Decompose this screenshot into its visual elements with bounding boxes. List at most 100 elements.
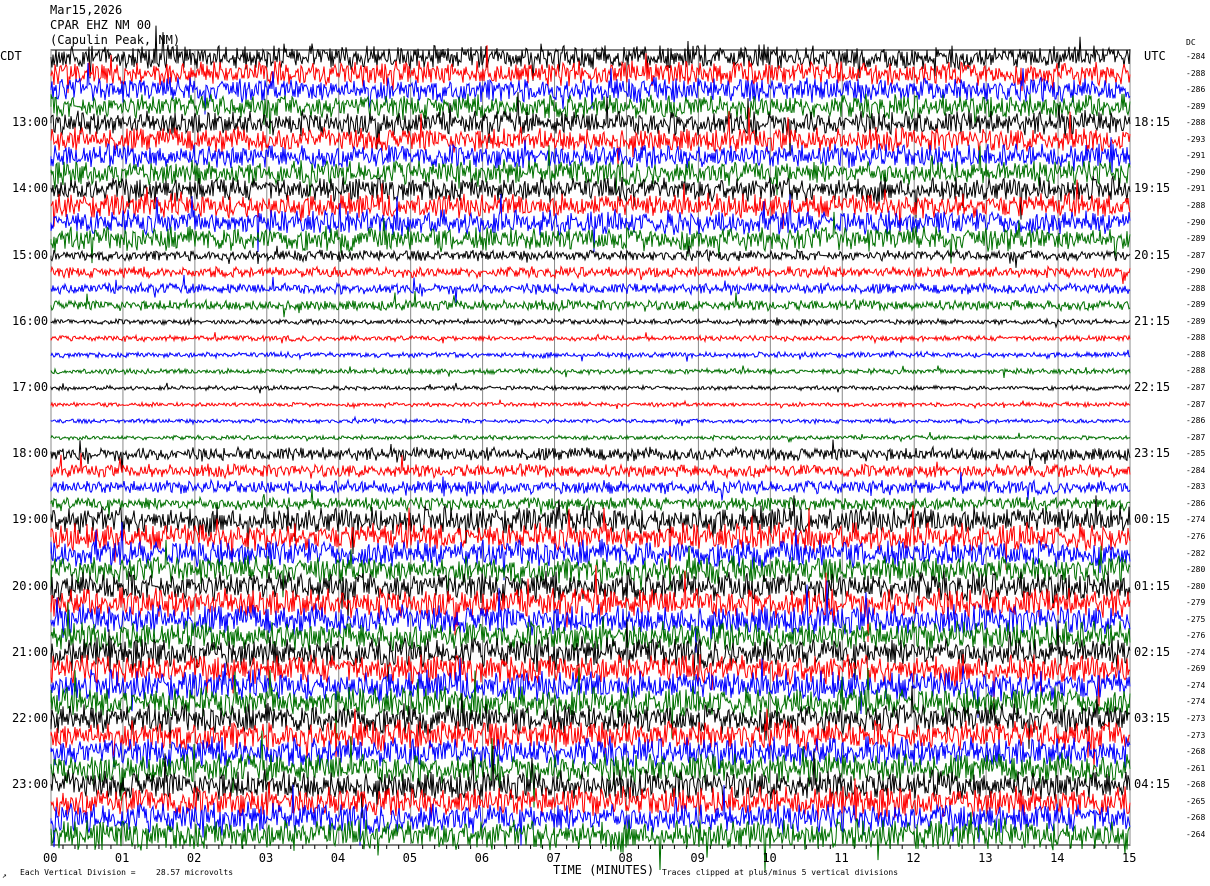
location-title: (Capulin Peak, NM) (50, 33, 181, 47)
x-tick-label: 01 (114, 851, 130, 865)
trace-row (50, 62, 1131, 115)
trace-row (50, 488, 1131, 517)
dc-offset-label: -268 (1186, 780, 1206, 790)
right-time-label: 03:15 (1134, 711, 1171, 725)
right-time-label: 01:15 (1134, 578, 1171, 593)
trace-row (50, 211, 1131, 264)
right-time-label: 20:15 (1134, 247, 1171, 262)
right-time-label: 23:15 (1134, 446, 1171, 461)
station-title: CPAR EHZ NM 00 (50, 18, 152, 32)
trace-row (50, 399, 1131, 410)
dc-offset-label: -289 (1186, 101, 1206, 111)
dc-offset-label: -269 (1186, 664, 1206, 674)
dc-offset-label: -290 (1186, 267, 1206, 277)
x-tick-label: 11 (834, 851, 849, 865)
trace-row (50, 811, 1131, 872)
x-tick-label: 00 (43, 851, 58, 865)
left-time-label: 16:00 (12, 313, 49, 328)
left-time-label: 23:00 (12, 777, 49, 792)
x-tick-label: 10 (762, 851, 777, 865)
x-tick-label: 09 (690, 851, 705, 865)
trace-row (50, 107, 1131, 167)
dc-offset-label: -288 (1186, 200, 1206, 210)
dc-offset-label: -289 (1186, 300, 1206, 310)
trace-row (50, 654, 1131, 707)
dc-offset-label: -288 (1186, 333, 1206, 343)
right-time-label: 22:15 (1134, 380, 1171, 394)
dc-offset-label: -290 (1186, 217, 1206, 227)
trace-row (50, 708, 1131, 770)
trace-row (50, 332, 1131, 345)
dc-offset-label: -261 (1186, 763, 1206, 773)
scale-prefix: Each Vertical Division = (20, 868, 136, 877)
trace-row (50, 745, 1131, 819)
left-time-label: 20:00 (12, 578, 49, 593)
x-axis-label: TIME (MINUTES) (553, 863, 655, 877)
x-tick-label: 08 (618, 851, 633, 865)
trace-row (50, 25, 1131, 81)
dc-offset-label: -273 (1186, 730, 1206, 740)
x-tick-label: 05 (402, 851, 418, 865)
dc-label: DC (1186, 38, 1196, 47)
dc-offset-label: -287 (1186, 383, 1206, 392)
clip-note: Traces clipped at plus/minus 5 vertical … (662, 868, 899, 877)
left-time-label: 14:00 (12, 181, 49, 196)
trace-row (50, 471, 1131, 501)
dc-offset-label: -287 (1186, 432, 1206, 442)
trace-row (50, 601, 1131, 652)
dc-offset-label: -288 (1186, 68, 1206, 78)
dc-offset-label: -274 (1186, 647, 1206, 657)
left-time-label: 13:00 (12, 115, 49, 130)
scale-value: 28.57 microvolts (156, 868, 234, 877)
left-time-label: 22:00 (12, 711, 49, 725)
dc-offset-label: -280 (1186, 581, 1206, 591)
dc-offset-label: -274 (1186, 515, 1206, 525)
trace-row (50, 730, 1131, 808)
trace-row (50, 365, 1131, 379)
dc-offset-label: -291 (1186, 151, 1206, 161)
dc-offset-label: -287 (1186, 399, 1206, 409)
trace-row (50, 193, 1131, 253)
trace-row (50, 580, 1131, 653)
trace-row (50, 685, 1131, 749)
trace-row (50, 92, 1131, 156)
trace-row (50, 522, 1131, 581)
right-time-label: 02:15 (1134, 644, 1171, 659)
x-tick-label: 15 (1122, 851, 1137, 865)
date-title: Mar15,2026 (50, 3, 123, 17)
dc-offset-label: -293 (1186, 134, 1206, 144)
trace-row (50, 439, 1131, 472)
x-tick-label: 04 (330, 851, 346, 865)
x-tick-label: 13 (978, 851, 993, 865)
trace-row (50, 175, 1131, 220)
trace-row (50, 736, 1131, 774)
dc-offset-label: -285 (1186, 449, 1206, 459)
trace-row (50, 349, 1131, 362)
x-tick-label: 02 (186, 851, 202, 865)
trace-row (50, 382, 1131, 394)
dc-offset-label: -268 (1186, 747, 1206, 757)
trace-row (50, 667, 1131, 739)
trace-row (50, 179, 1131, 233)
trace-row (50, 264, 1131, 284)
right-time-label: 04:15 (1134, 777, 1171, 792)
dc-offset-label: -276 (1186, 531, 1206, 541)
trace-row (50, 145, 1131, 197)
trace-row (50, 274, 1131, 303)
right-time-label: 00:15 (1134, 512, 1171, 527)
dc-offset-label: -268 (1186, 813, 1206, 823)
dc-offset-label: -283 (1186, 482, 1206, 492)
dc-offset-label: -291 (1186, 184, 1206, 194)
dc-offset-label: -290 (1186, 167, 1206, 177)
trace-row (50, 619, 1131, 682)
dc-offset-label: -286 (1186, 498, 1206, 508)
dc-offset-label: -275 (1186, 614, 1206, 624)
dc-offset-label: -289 (1186, 234, 1206, 244)
right-time-label: 21:15 (1134, 313, 1171, 328)
left-time-label: 19:00 (12, 512, 49, 527)
x-tick-label: 14 (1050, 851, 1065, 865)
trace-row (50, 505, 1131, 570)
dc-offset-label: -276 (1186, 631, 1206, 641)
